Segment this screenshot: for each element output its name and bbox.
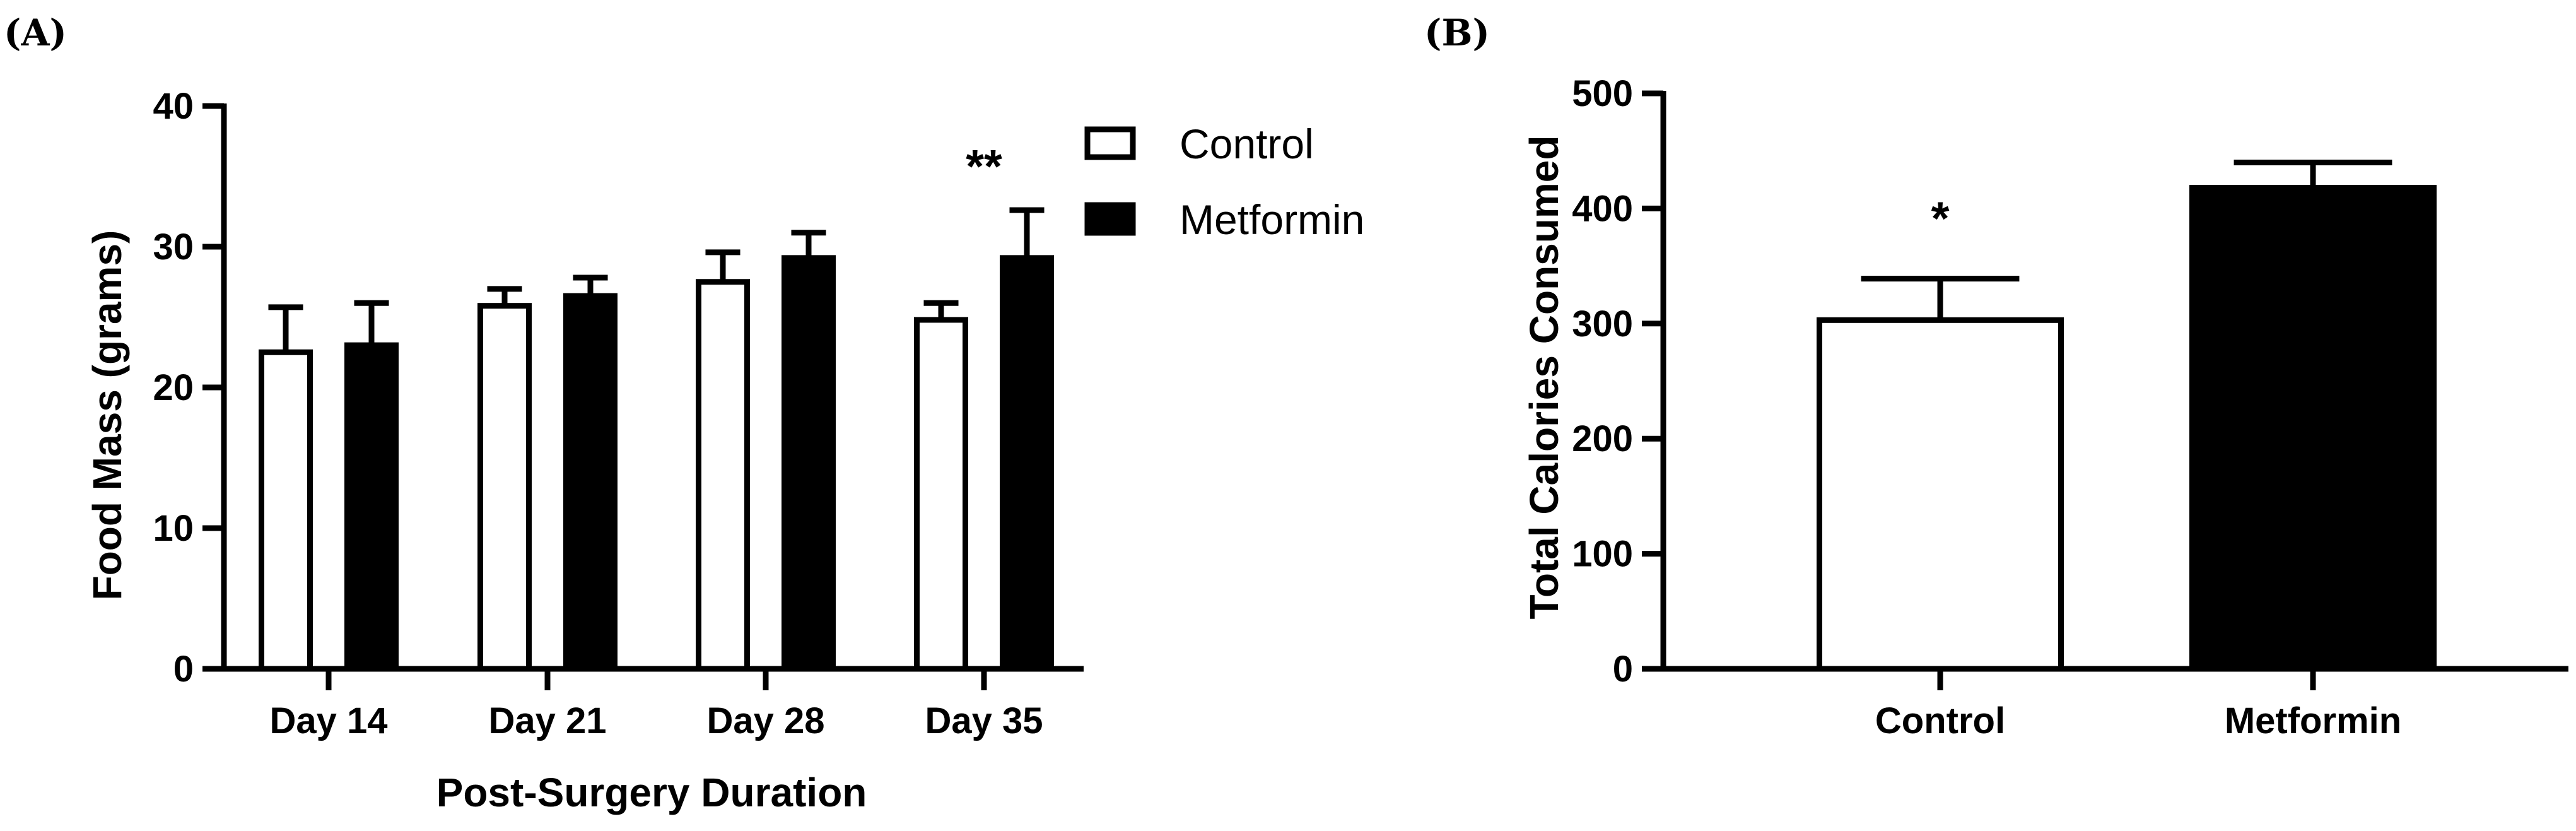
significance-annotation: ** <box>966 140 1002 192</box>
bar-control-day-14 <box>259 349 313 672</box>
panel-a-x-tick-label: Day 35 <box>925 700 1043 741</box>
panel-a-y-tick-label: 0 <box>173 649 194 690</box>
legend-swatch-metformin <box>1084 202 1136 236</box>
panel-a-y-tick-label: 20 <box>153 367 194 408</box>
legend-label-metformin: Metformin <box>1180 196 1364 243</box>
bar-metformin-day-35 <box>1000 255 1054 672</box>
panel-b: (B) Total Calories Consumed 0 100 200 300 40… <box>1424 11 2568 741</box>
bar-metformin <box>2189 185 2437 672</box>
panel-b-y-tick-label: 300 <box>1572 304 1633 345</box>
panel-a-x-tick-label: Day 14 <box>269 700 387 741</box>
panel-a-x-axis-title: Post-Surgery Duration <box>436 770 867 815</box>
bar-control-day-28 <box>696 279 750 672</box>
panel-b-y-tick-label: 500 <box>1572 73 1633 114</box>
panel-a-y-tick-label: 30 <box>153 227 194 268</box>
panel-a-y-tick-label: 40 <box>153 86 194 127</box>
panel-a-label: (A) <box>4 11 67 54</box>
panel-b-y-tick-label: 100 <box>1572 534 1633 575</box>
legend-label-control: Control <box>1180 121 1314 167</box>
panel-b-y-tick-label: 0 <box>1613 649 1633 690</box>
panel-a-legend: Control Metformin <box>1084 121 1364 243</box>
legend-swatch-control <box>1084 126 1136 160</box>
significance-annotation: * <box>1931 192 1950 245</box>
panel-b-label: (B) <box>1424 11 1490 54</box>
panel-b-y-tick-label: 400 <box>1572 188 1633 229</box>
panel-a: (A) Food Mass (grams) Post-Surgery Durat… <box>4 11 1364 815</box>
bar-control-day-35 <box>914 317 968 672</box>
bar-metformin-day-21 <box>563 293 618 672</box>
panel-a-y-axis-title: Food Mass (grams) <box>85 230 130 601</box>
panel-a-plot: 0 10 20 30 40 Day 14 Day 21 Day 28 Day 35 ** <box>153 86 1084 741</box>
panel-a-x-tick-label: Day 28 <box>706 700 824 741</box>
bar-metformin-day-14 <box>344 342 399 672</box>
panel-b-y-axis-title: Total Calories Consumed <box>1521 136 1567 620</box>
bar-control <box>1817 317 2064 672</box>
panel-a-x-tick-label: Day 21 <box>488 700 606 741</box>
panel-b-plot: 0 100 200 300 400 500 Control Metformin * <box>1572 73 2568 741</box>
bar-control-day-21 <box>477 303 532 672</box>
panel-b-x-tick-label: Metformin <box>2225 700 2401 741</box>
panel-b-x-tick-label: Control <box>1875 700 2005 741</box>
bar-metformin-day-28 <box>782 255 836 672</box>
panel-a-y-tick-label: 10 <box>153 508 194 549</box>
panel-b-y-tick-label: 200 <box>1572 418 1633 459</box>
